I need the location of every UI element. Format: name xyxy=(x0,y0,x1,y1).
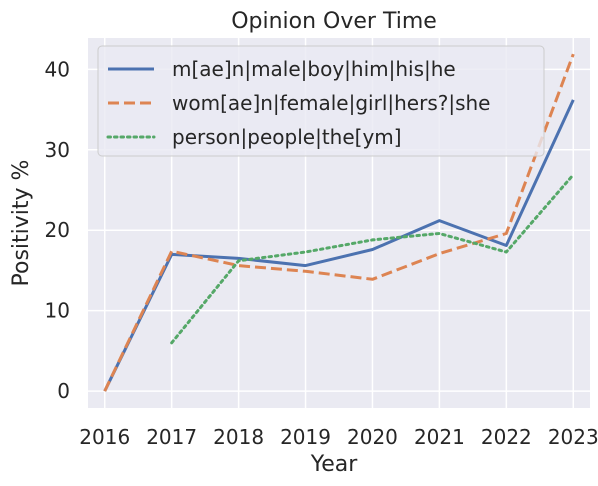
x-tick-label: 2018 xyxy=(213,425,264,449)
y-axis-label: Positivity % xyxy=(9,160,34,287)
x-tick-label: 2019 xyxy=(280,425,331,449)
legend-label-3: person|people|the[ym] xyxy=(172,125,402,149)
y-tick-label: 20 xyxy=(45,218,70,242)
x-axis-label: Year xyxy=(310,452,359,477)
chart-title: Opinion Over Time xyxy=(231,9,437,34)
y-tick-label: 0 xyxy=(57,379,70,403)
series-lines xyxy=(103,53,575,392)
y-tick-label: 10 xyxy=(45,299,70,323)
legend-box xyxy=(97,45,545,157)
y-tick-labels: 0 10 20 30 40 xyxy=(45,57,70,403)
series-line-3 xyxy=(170,173,575,345)
x-tick-label: 2023 xyxy=(548,425,598,449)
legend-label-1: m[ae]n|male|boy|him|his|he xyxy=(172,57,456,81)
x-tick-label: 2020 xyxy=(347,425,398,449)
legend: m[ae]n|male|boy|him|his|he wom[ae]n|femal… xyxy=(97,45,545,157)
x-tick-label: 2016 xyxy=(79,425,130,449)
legend-label-2: wom[ae]n|female|girl|hers?|she xyxy=(172,91,491,115)
legend-items: m[ae]n|male|boy|him|his|he wom[ae]n|femal… xyxy=(106,57,491,149)
x-tick-label: 2021 xyxy=(414,425,465,449)
x-tick-labels: 2016 2017 2018 2019 2020 2021 2022 2023 xyxy=(79,425,598,449)
y-tick-label: 40 xyxy=(45,57,70,81)
series-line-2 xyxy=(103,53,575,392)
x-tick-label: 2022 xyxy=(481,425,532,449)
x-tick-label: 2017 xyxy=(146,425,197,449)
y-tick-label: 30 xyxy=(45,138,70,162)
